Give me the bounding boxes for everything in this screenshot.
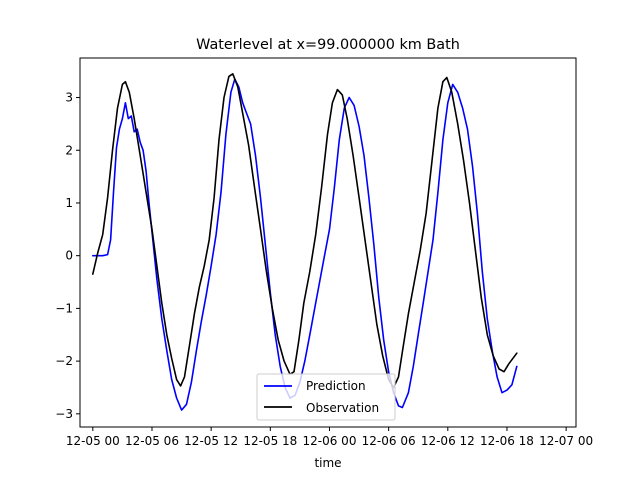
x-tick-label: 12-05 12 — [184, 434, 238, 448]
y-tick-label: −2 — [55, 354, 73, 368]
y-tick-label: −1 — [55, 301, 73, 315]
y-tick-label: −3 — [55, 407, 73, 421]
y-tick-label: 0 — [65, 249, 73, 263]
axes-frame — [79, 57, 577, 428]
legend-label-prediction: Prediction — [306, 379, 366, 393]
y-tick-label: 2 — [65, 143, 73, 157]
legend-label-observation: Observation — [306, 401, 379, 415]
x-tick-label: 12-05 18 — [243, 434, 297, 448]
y-axis: −3 −2 −1 0 1 2 3 — [55, 91, 80, 421]
x-tick-label: 12-05 00 — [66, 434, 120, 448]
x-tick-label: 12-06 06 — [362, 434, 416, 448]
x-tick-label: 12-06 00 — [303, 434, 357, 448]
x-tick-label: 12-06 12 — [421, 434, 475, 448]
x-axis-label: time — [314, 456, 341, 470]
y-tick-label: 3 — [65, 91, 73, 105]
legend: Prediction Observation — [256, 373, 396, 421]
x-tick-label: 12-05 06 — [125, 434, 179, 448]
x-tick-label: 12-06 18 — [480, 434, 534, 448]
x-tick-label: 12-07 00 — [539, 434, 593, 448]
x-axis: 12-05 00 12-05 06 12-05 12 12-05 18 12-06 00… — [66, 427, 593, 448]
chart-title: Waterlevel at x=99.000000 km Bath — [196, 37, 460, 53]
y-tick-label: 1 — [65, 196, 73, 210]
series-line-observation — [92, 73, 518, 389]
